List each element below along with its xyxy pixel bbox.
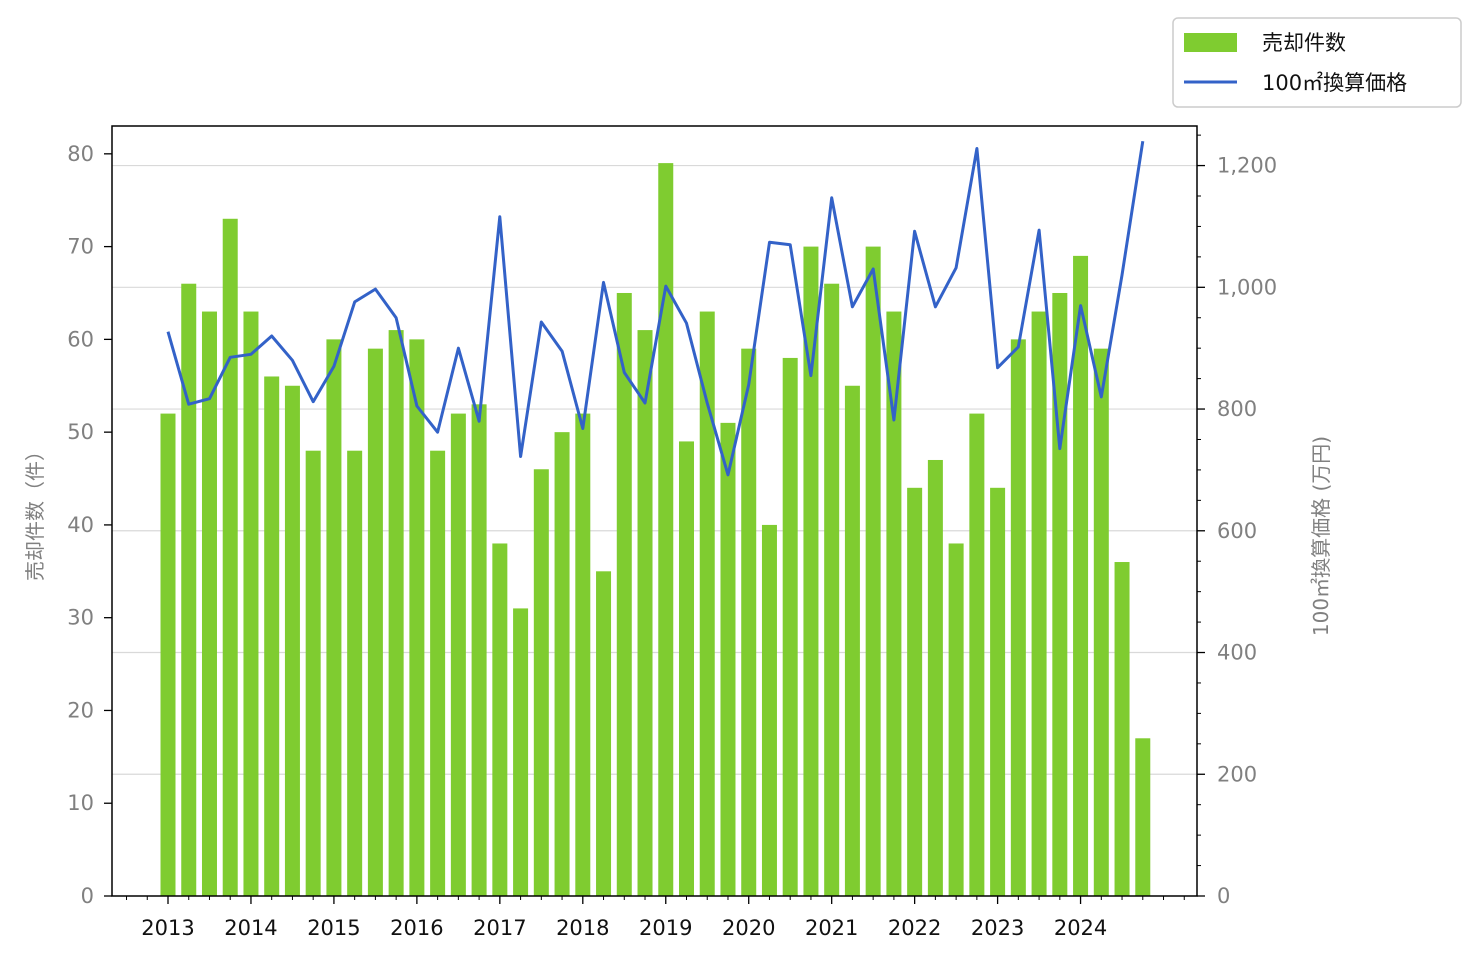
right-tick-label: 0 <box>1217 884 1230 908</box>
x-tick-label: 2015 <box>307 916 360 940</box>
right-tick-label: 800 <box>1217 397 1257 421</box>
bar <box>430 450 446 896</box>
bar <box>616 292 632 897</box>
bar <box>948 543 964 896</box>
left-axis: 0 10 20 30 40 50 60 70 80 <box>67 142 112 908</box>
line-series-price <box>166 140 1145 477</box>
bar <box>450 413 466 896</box>
left-axis-title: 売却件数（件） <box>23 441 47 581</box>
bar <box>741 348 757 896</box>
bar <box>679 441 694 896</box>
x-tick-label: 2024 <box>1054 916 1107 940</box>
bar <box>554 432 570 896</box>
bar <box>699 311 715 896</box>
bar <box>284 385 300 896</box>
legend-label-sales: 売却件数 <box>1262 31 1346 55</box>
right-axis: 0 200 400 600 800 1,000 1,200 <box>1197 134 1277 908</box>
x-tick-label: 2023 <box>971 916 1024 940</box>
x-tick-label: 2018 <box>556 916 609 940</box>
bar <box>761 524 777 896</box>
x-tick-label: 2021 <box>805 916 858 940</box>
bar <box>201 311 217 896</box>
bar <box>720 422 736 896</box>
bar <box>658 163 674 897</box>
right-tick-label: 600 <box>1217 519 1257 543</box>
bar <box>513 608 529 896</box>
bar <box>1031 311 1047 896</box>
bar <box>907 487 923 896</box>
x-tick-label: 2019 <box>639 916 692 940</box>
left-tick-label: 80 <box>67 142 94 166</box>
bar <box>388 330 404 896</box>
bar <box>347 450 363 896</box>
bar <box>1093 348 1109 896</box>
bar <box>969 413 985 896</box>
bar <box>865 246 881 896</box>
x-tick-label: 2014 <box>224 916 277 940</box>
left-tick-label: 50 <box>67 420 94 444</box>
bar <box>927 459 943 896</box>
bar <box>782 357 798 896</box>
price-line <box>166 140 1145 477</box>
bar <box>1010 339 1026 896</box>
bar <box>160 413 176 896</box>
bar <box>222 218 238 896</box>
bar <box>803 246 819 896</box>
x-tick-label: 2013 <box>141 916 194 940</box>
bar <box>409 339 425 896</box>
bar <box>824 283 840 897</box>
left-tick-label: 10 <box>67 791 94 815</box>
left-tick-label: 30 <box>67 606 94 630</box>
right-tick-label: 200 <box>1217 762 1257 786</box>
x-axis: 2013 2014 2015 2016 2017 2018 2019 2020 2021 2022… <box>126 896 1185 940</box>
bar <box>596 571 612 896</box>
bar <box>367 348 383 896</box>
bar-series-sales-count <box>160 163 1151 897</box>
bar <box>1114 562 1130 896</box>
left-tick-label: 60 <box>67 327 94 351</box>
bar <box>243 311 259 896</box>
left-tick-label: 40 <box>67 513 94 537</box>
left-tick-label: 20 <box>67 698 94 722</box>
bar <box>305 450 321 896</box>
bar <box>1073 255 1089 896</box>
legend-label-price: 100㎡換算価格 <box>1262 71 1407 95</box>
bar <box>264 376 280 896</box>
x-tick-label: 2016 <box>390 916 443 940</box>
bar <box>492 543 508 896</box>
right-tick-label: 1,000 <box>1217 275 1277 299</box>
bar <box>471 404 487 896</box>
bar <box>1135 738 1151 896</box>
bar <box>990 487 1006 896</box>
left-tick-label: 70 <box>67 235 94 259</box>
right-tick-label: 1,200 <box>1217 154 1277 178</box>
bar <box>533 469 549 896</box>
legend-box <box>1172 17 1462 108</box>
bar <box>326 339 342 896</box>
x-tick-label: 2022 <box>888 916 941 940</box>
right-axis-title: 100㎡換算価格 (万円) <box>1309 436 1333 636</box>
bar <box>1052 292 1068 897</box>
legend-swatch-sales <box>1184 33 1237 52</box>
legend: 売却件数 100㎡換算価格 <box>1172 17 1462 108</box>
x-tick-label: 2020 <box>722 916 775 940</box>
x-tick-label: 2017 <box>473 916 526 940</box>
bar <box>844 385 860 896</box>
right-tick-label: 400 <box>1217 641 1257 665</box>
left-tick-label: 0 <box>81 884 94 908</box>
bar <box>575 413 591 896</box>
bar <box>181 283 197 897</box>
plot-frame <box>111 125 1198 897</box>
bar <box>886 311 902 896</box>
bar <box>637 330 653 896</box>
